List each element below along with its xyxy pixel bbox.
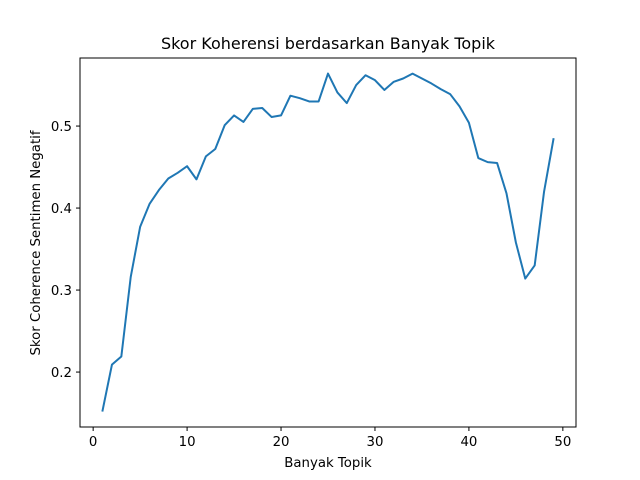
data-point: [327, 73, 329, 75]
data-point: [186, 165, 188, 167]
data-point: [195, 178, 197, 180]
data-point: [252, 108, 254, 110]
data-point: [496, 162, 498, 164]
y-axis-label: Skor Coherence Sentimen Negatif: [29, 130, 44, 355]
chart-title: Skor Koherensi berdasarkan Banyak Topik: [161, 34, 496, 53]
data-point: [271, 116, 273, 118]
data-point: [167, 178, 169, 180]
data-point: [515, 242, 517, 244]
data-point: [449, 93, 451, 95]
data-point: [552, 138, 554, 140]
data-point: [205, 155, 207, 157]
data-point: [177, 172, 179, 174]
y-axis: 0.2 0.3 0.4 0.5: [51, 120, 80, 381]
data-point: [355, 84, 357, 86]
data-point: [120, 355, 122, 357]
data-point: [149, 203, 151, 205]
data-point: [336, 91, 338, 93]
y-tick-label: 0.2: [51, 366, 72, 381]
x-tick-label: 10: [179, 435, 196, 450]
data-point: [505, 192, 507, 194]
data-point: [318, 100, 320, 102]
data-point: [374, 79, 376, 81]
data-point: [261, 107, 263, 109]
data-point: [393, 81, 395, 83]
x-tick-label: 40: [460, 435, 477, 450]
data-point: [524, 278, 526, 280]
data-point: [308, 100, 310, 102]
data-point: [421, 78, 423, 80]
data-point: [468, 122, 470, 124]
series-line: [101, 72, 555, 412]
data-point: [214, 148, 216, 150]
data-point: [346, 102, 348, 104]
y-tick-label: 0.5: [51, 120, 72, 135]
data-point: [111, 364, 113, 366]
data-point: [383, 89, 385, 91]
data-point: [477, 157, 479, 159]
data-point: [440, 88, 442, 90]
data-point: [102, 410, 104, 412]
data-point: [412, 73, 414, 75]
data-point: [289, 95, 291, 97]
data-point: [233, 114, 235, 116]
data-point: [459, 105, 461, 107]
data-point: [158, 189, 160, 191]
y-tick-label: 0.3: [51, 284, 72, 299]
data-point: [543, 191, 545, 193]
data-point: [130, 276, 132, 278]
x-tick-label: 20: [273, 435, 290, 450]
plot-area: [101, 72, 555, 412]
x-tick-label: 0: [89, 435, 97, 450]
x-axis: 0 10 20 30 40 50: [89, 427, 571, 450]
data-point: [402, 78, 404, 80]
x-tick-label: 50: [554, 435, 571, 450]
data-point: [242, 121, 244, 123]
data-point: [224, 124, 226, 126]
data-point: [365, 74, 367, 76]
x-tick-label: 30: [367, 435, 384, 450]
y-tick-label: 0.4: [51, 202, 72, 217]
data-point: [139, 226, 141, 228]
data-point: [299, 97, 301, 99]
plot-frame: [79, 57, 577, 428]
x-axis-label: Banyak Topik: [284, 456, 372, 471]
data-point: [280, 114, 282, 116]
data-point: [534, 264, 536, 266]
data-point: [487, 161, 489, 163]
data-point: [430, 82, 432, 84]
